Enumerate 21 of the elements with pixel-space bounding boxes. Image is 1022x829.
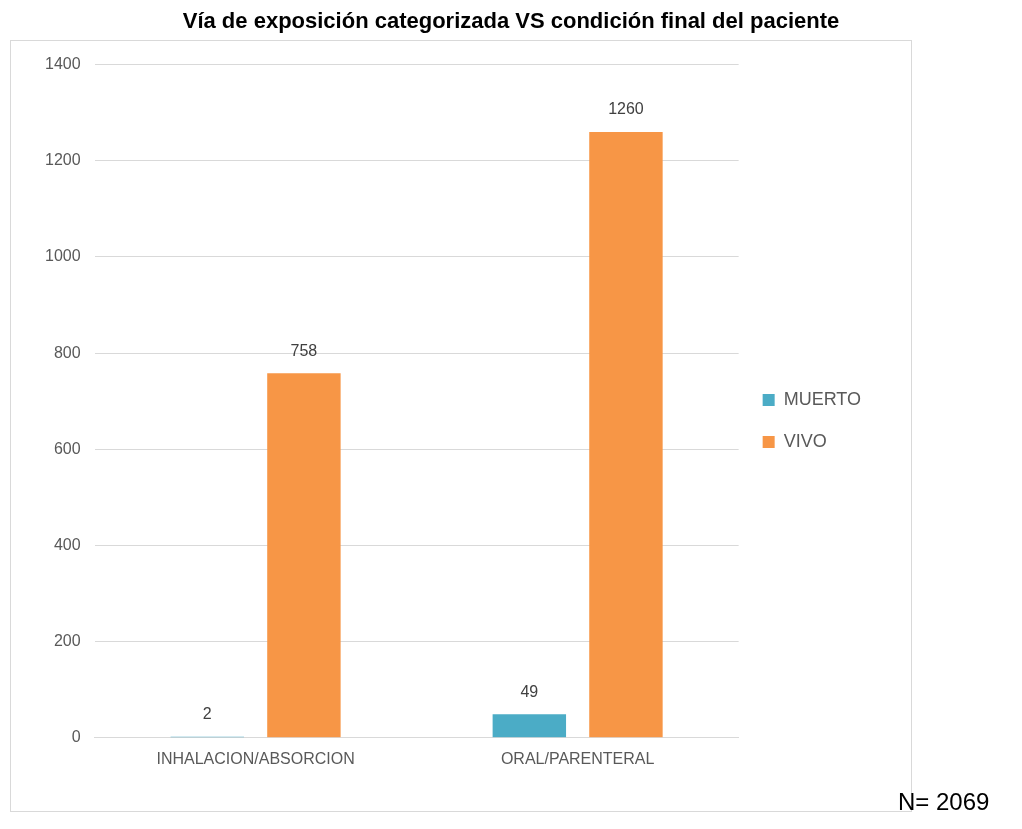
data-label: 49 bbox=[520, 682, 539, 700]
x-tick-label: INHALACION/ABSORCION bbox=[156, 749, 355, 767]
bar bbox=[267, 373, 341, 738]
y-tick-label: 200 bbox=[53, 632, 81, 650]
chart-title: Vía de exposición categorizada VS condición final del paciente bbox=[181, 8, 841, 35]
y-tick-label: 0 bbox=[71, 728, 81, 746]
x-tick-label: ORAL/PARENTERAL bbox=[500, 749, 655, 767]
legend-label: VIVO bbox=[783, 430, 827, 451]
bar bbox=[492, 714, 567, 738]
y-tick-label: 1400 bbox=[45, 55, 81, 73]
data-label: 1260 bbox=[608, 100, 644, 118]
y-tick-label: 1200 bbox=[45, 151, 81, 169]
legend-label: MUERTO bbox=[783, 388, 861, 409]
bar bbox=[589, 131, 663, 738]
data-label: 2 bbox=[202, 705, 212, 723]
y-tick-label: 800 bbox=[53, 343, 81, 361]
y-tick-label: 400 bbox=[53, 535, 81, 553]
text: N= 2069 bbox=[898, 788, 990, 816]
data-label: 758 bbox=[290, 341, 318, 359]
y-tick-label: 1000 bbox=[45, 247, 81, 265]
y-tick-label: 600 bbox=[53, 439, 81, 457]
